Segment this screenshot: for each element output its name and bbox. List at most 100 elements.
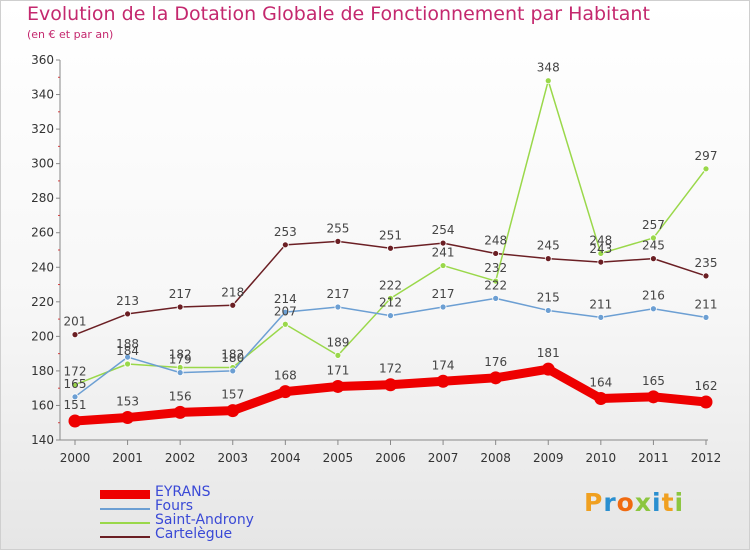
data-label-eyrans: 168 — [274, 369, 297, 383]
data-point-fours — [281, 308, 289, 316]
x-tick-label: 2012 — [691, 451, 722, 465]
data-point-cartelegue — [124, 310, 131, 318]
logo-letter: i — [674, 488, 685, 517]
y-tick-label: 200 — [31, 329, 54, 343]
data-point-saint-androny — [387, 294, 394, 302]
data-label-fours: 188 — [116, 337, 139, 351]
data-point-eyrans — [436, 374, 450, 388]
legend-label-fours: Fours — [155, 498, 194, 514]
data-point-saint-androny — [281, 320, 289, 328]
y-tick-label: 260 — [31, 226, 54, 240]
y-tick-label: 340 — [31, 88, 54, 102]
data-point-eyrans — [278, 385, 292, 399]
data-label-cartelegue: 218 — [221, 285, 244, 299]
data-point-cartelegue — [229, 301, 237, 309]
data-label-fours: 212 — [379, 296, 402, 310]
x-tick-label: 2009 — [533, 451, 564, 465]
chart-title: Evolution de la Dotation Globale de Fonc… — [27, 3, 650, 25]
data-point-cartelegue — [597, 258, 605, 266]
y-tick-label: 300 — [31, 157, 54, 171]
legend-swatch-fours — [100, 508, 150, 510]
data-point-fours — [229, 367, 237, 375]
data-point-eyrans — [68, 414, 82, 428]
data-label-eyrans: 176 — [484, 355, 507, 369]
data-point-cartelegue — [71, 331, 79, 339]
data-point-cartelegue — [176, 303, 184, 311]
data-label-saint-androny: 184 — [116, 344, 139, 358]
data-point-cartelegue — [702, 272, 710, 280]
data-point-saint-androny — [650, 234, 657, 242]
data-label-saint-androny: 248 — [589, 233, 612, 247]
y-tick-label: 360 — [31, 53, 54, 67]
data-point-saint-androny — [492, 277, 500, 285]
data-label-cartelegue: 245 — [537, 239, 560, 253]
data-label-cartelegue: 251 — [379, 228, 402, 242]
legend-label-cartelegue: Cartelègue — [155, 526, 233, 542]
data-point-saint-androny — [544, 77, 552, 85]
data-point-fours — [650, 305, 657, 313]
data-point-eyrans — [699, 395, 713, 409]
y-tick-label: 180 — [31, 364, 54, 378]
data-label-eyrans: 181 — [537, 346, 560, 360]
y-tick-label: 240 — [31, 260, 54, 274]
data-label-eyrans: 151 — [64, 398, 87, 412]
data-label-saint-androny: 222 — [379, 278, 402, 292]
x-tick-label: 2000 — [60, 451, 91, 465]
x-tick-label: 2002 — [165, 451, 196, 465]
data-label-saint-androny: 189 — [326, 335, 349, 349]
legend-label-saint-androny: Saint-Androny — [155, 512, 254, 528]
series-saint-androny — [71, 77, 710, 389]
data-point-fours — [702, 313, 710, 321]
data-point-fours — [597, 313, 605, 321]
data-label-eyrans: 172 — [379, 362, 402, 376]
x-tick-label: 2010 — [586, 451, 617, 465]
data-point-eyrans — [173, 405, 187, 419]
data-point-fours — [334, 303, 342, 311]
x-tick-label: 2001 — [112, 451, 143, 465]
data-point-eyrans — [489, 371, 503, 385]
data-label-eyrans: 171 — [326, 363, 349, 377]
y-tick-label: 220 — [31, 295, 54, 309]
data-label-fours: 217 — [326, 287, 349, 301]
data-point-saint-androny — [439, 262, 447, 269]
data-point-eyrans — [594, 392, 608, 406]
data-label-cartelegue: 201 — [64, 315, 87, 329]
data-point-fours — [176, 369, 184, 377]
data-label-fours: 217 — [432, 287, 455, 301]
data-point-eyrans — [541, 362, 555, 376]
y-tick-label: 280 — [31, 191, 54, 205]
data-point-eyrans — [384, 378, 397, 392]
data-label-saint-androny: 207 — [274, 304, 297, 318]
data-point-fours — [492, 294, 500, 302]
logo-letter: x — [634, 488, 652, 517]
x-tick-label: 2005 — [323, 451, 354, 465]
x-tick-label: 2008 — [480, 451, 511, 465]
data-label-saint-androny: 297 — [695, 149, 718, 163]
data-label-eyrans: 162 — [695, 379, 718, 393]
y-tick-label: 160 — [31, 398, 54, 412]
legend-swatch-cartelegue — [100, 536, 150, 538]
data-point-saint-androny — [702, 165, 710, 173]
data-label-saint-androny: 232 — [484, 261, 507, 275]
logo-letter: t — [661, 488, 675, 517]
data-label-cartelegue: 248 — [484, 233, 507, 247]
data-label-saint-androny: 182 — [169, 347, 192, 361]
data-label-eyrans: 157 — [221, 388, 244, 402]
data-point-cartelegue — [650, 255, 657, 263]
data-label-fours: 216 — [642, 289, 665, 303]
data-point-eyrans — [226, 404, 240, 418]
data-point-eyrans — [331, 379, 345, 393]
data-label-saint-androny: 241 — [432, 246, 455, 260]
data-point-fours — [71, 393, 79, 401]
data-label-cartelegue: 245 — [642, 239, 665, 253]
data-point-cartelegue — [334, 237, 342, 245]
data-label-saint-androny: 182 — [221, 347, 244, 361]
data-label-saint-androny: 172 — [64, 365, 87, 379]
data-label-eyrans: 156 — [169, 389, 192, 403]
data-point-cartelegue — [492, 250, 500, 257]
y-tick-label: 320 — [31, 122, 54, 136]
logo-letter: i — [652, 488, 662, 517]
data-label-saint-androny: 348 — [537, 61, 560, 75]
